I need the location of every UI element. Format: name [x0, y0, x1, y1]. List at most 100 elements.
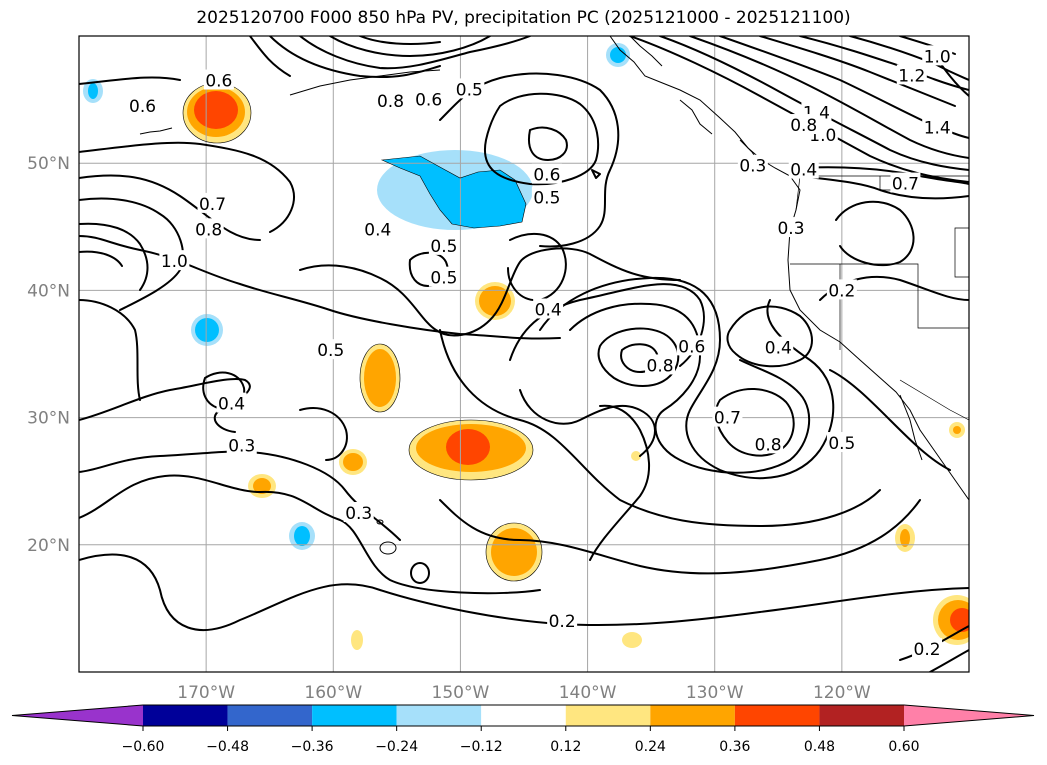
precip-outline — [182, 82, 543, 582]
contour-label-bg — [645, 354, 676, 375]
contour-label: 1.0 — [924, 47, 951, 67]
contour-label: 0.5 — [828, 434, 855, 454]
state-borders — [790, 175, 969, 421]
colorbar-bin — [227, 705, 313, 726]
contour-label: 0.4 — [364, 220, 391, 240]
contour-label: 0.6 — [129, 97, 156, 117]
contour-label: 0.7 — [714, 409, 741, 429]
figure-title: 2025120700 F000 850 hPa PV, precipitatio… — [196, 8, 851, 28]
contour-label-bg — [922, 45, 953, 66]
pv-contours — [79, 36, 969, 672]
contour-label-bg — [763, 336, 794, 357]
lat-tick-label: 20°N — [27, 536, 70, 556]
contour-label: 0.7 — [199, 195, 226, 215]
colorbar-bin — [481, 705, 566, 726]
colorbar: −0.60 −0.48 −0.36 −0.24 −0.12 0.12 0.24 0.36 0.4… — [11, 704, 1035, 755]
colorbar-bin — [734, 705, 820, 726]
colorbar-bin — [565, 705, 651, 726]
colorbar-bin — [396, 705, 482, 726]
lat-tick-label: 40°N — [27, 281, 70, 301]
contour-label-bg — [753, 433, 784, 454]
contour-label-bg — [896, 64, 927, 85]
contour-label-bg — [533, 298, 564, 319]
contour-label-bg — [428, 266, 459, 287]
longitude-labels: 170°W 160°W 150°W 140°W 130°W 120°W — [177, 683, 871, 703]
contour-label-bg — [788, 114, 819, 135]
colorbar-tick-label: −0.48 — [206, 739, 249, 755]
lon-tick-label: 130°W — [686, 683, 744, 703]
contour-label: 0.8 — [790, 116, 817, 136]
colorbar-bin — [650, 705, 735, 726]
contour-label: 0.6 — [205, 72, 232, 92]
contour-label-bg — [776, 217, 806, 238]
contour-label: 0.7 — [892, 175, 919, 195]
contour-label-bg — [413, 88, 444, 109]
contour-label: 1.0 — [161, 252, 188, 272]
contour-label: 0.3 — [345, 504, 372, 524]
contour-label: 0.5 — [533, 189, 560, 209]
contour-label-bg — [737, 154, 768, 175]
contour-label-bg — [712, 406, 743, 427]
contour-label-bg — [428, 234, 459, 255]
contour-label-bg — [159, 250, 190, 271]
contour-label: 0.4 — [535, 300, 562, 320]
contour-label: 0.3 — [228, 437, 255, 457]
contour-label: 0.6 — [533, 166, 560, 186]
contour-label: 0.4 — [790, 161, 817, 181]
contour-label: 0.8 — [755, 435, 782, 455]
contour-label: 1.2 — [898, 66, 925, 86]
lon-tick-label: 160°W — [304, 683, 362, 703]
contour-label: 0.8 — [647, 356, 674, 376]
contour-label-bg — [547, 610, 578, 631]
contour-label: 0.5 — [430, 237, 457, 257]
map-frame — [78, 35, 970, 673]
lat-tick-label: 30°N — [27, 409, 70, 429]
contour-label-bg — [890, 172, 921, 193]
contour-label-bg — [375, 89, 406, 110]
contour-label: 0.2 — [914, 640, 941, 660]
contour-label: 0.5 — [456, 80, 483, 100]
contour-label: 0.6 — [678, 337, 705, 357]
contour-label: 0.2 — [828, 281, 855, 301]
precipitation-shading — [83, 43, 969, 650]
contour-label-bg — [127, 94, 158, 115]
colorbar-tick-label: −0.24 — [375, 739, 418, 755]
map-gridlines — [79, 36, 969, 672]
contour-label-bg — [826, 279, 857, 300]
contour-label: 0.4 — [765, 339, 792, 359]
lon-tick-label: 150°W — [432, 683, 490, 703]
contour-label-bg — [362, 218, 393, 239]
contour-label-bg — [197, 192, 228, 213]
colorbar-tick-label: 0.48 — [804, 739, 835, 755]
colorbar-tick-label: 0.60 — [888, 739, 919, 755]
colorbar-tick-label: −0.36 — [291, 739, 334, 755]
contour-label: 0.3 — [739, 157, 766, 177]
contour-label: 0.6 — [415, 91, 442, 111]
contour-label: 0.8 — [195, 220, 222, 240]
lon-tick-label: 170°W — [177, 683, 235, 703]
lon-tick-label: 140°W — [559, 683, 617, 703]
contour-label-bg — [454, 78, 485, 99]
contour-label-bg — [912, 638, 943, 659]
contour-label-bg — [315, 339, 346, 360]
colorbar-bin — [143, 705, 228, 726]
contour-label-bg — [676, 335, 707, 356]
colorbar-tick-label: 0.36 — [719, 739, 750, 755]
contour-label-bg — [203, 69, 234, 90]
contour-label: 0.8 — [377, 92, 404, 112]
contour-label: 1.4 — [924, 119, 951, 139]
colorbar-bin — [312, 705, 397, 726]
colorbar-tick-label: −0.60 — [122, 739, 165, 755]
lat-tick-label: 50°N — [27, 154, 70, 174]
contour-labels: 0.60.6 0.8 0.60.50.60.50.70.81.00.40.50.50… — [127, 45, 953, 660]
contour-label-bg — [531, 163, 562, 184]
contour-label: 0.5 — [430, 269, 457, 289]
contour-label-bg — [193, 218, 224, 239]
contour-label-bg — [226, 434, 257, 455]
colorbar-tick-label: 0.12 — [550, 739, 581, 755]
contour-label-bg — [531, 186, 562, 207]
contour-label: 0.2 — [549, 612, 576, 632]
contour-label: 0.3 — [777, 219, 804, 239]
contour-label-bg — [922, 116, 953, 137]
